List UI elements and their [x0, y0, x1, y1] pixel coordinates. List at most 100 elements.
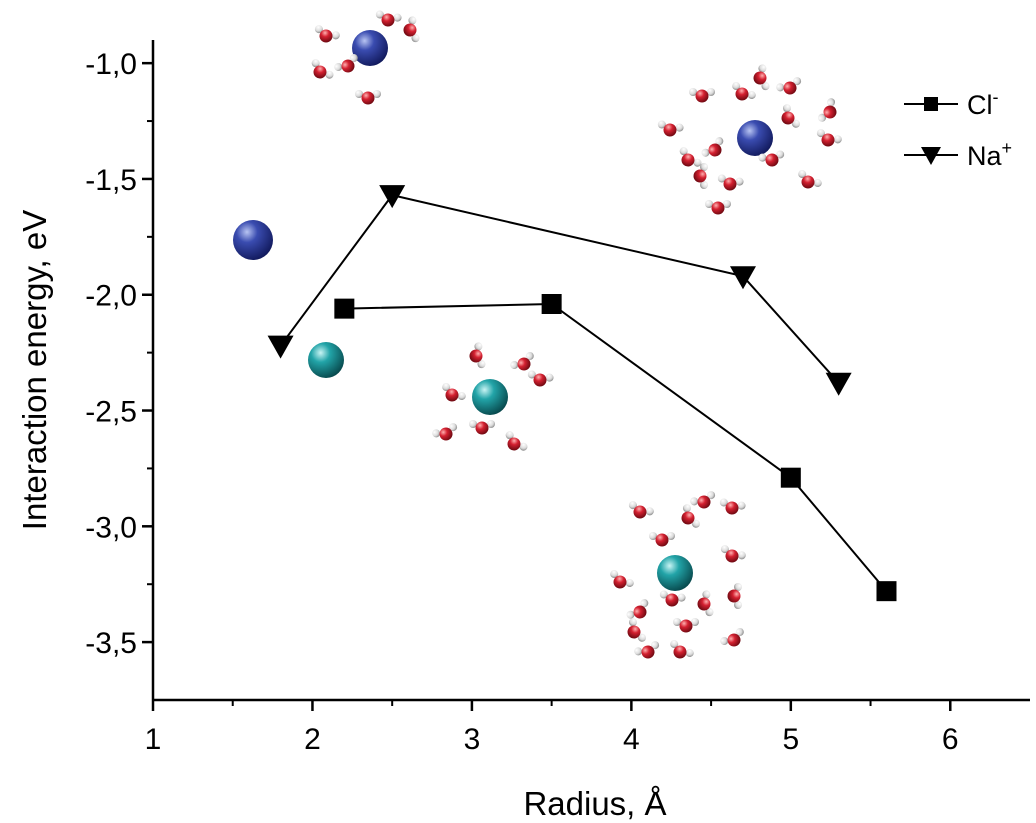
hydrogen-atom [723, 200, 731, 208]
hydrogen-atom [734, 583, 742, 591]
y-tick-label: -3,0 [85, 511, 137, 544]
hydrogen-atom [735, 628, 744, 637]
hydrogen-atom [758, 153, 767, 162]
hydrogen-atom [610, 570, 619, 579]
hydrogen-atom [701, 148, 710, 157]
water-molecule [334, 54, 358, 73]
oxygen-atom [633, 505, 647, 519]
water-molecule [432, 423, 458, 441]
hydrogen-atom [737, 501, 746, 510]
y-tick-label: -3,5 [85, 627, 137, 660]
hydrogen-atom [720, 637, 729, 646]
hydrogen-atom [715, 137, 724, 146]
hydrogen-atom [442, 383, 451, 392]
water-molecule [798, 170, 822, 189]
oxygen-atom [727, 589, 741, 603]
hydrogen-atom [813, 179, 822, 188]
water-molecule [717, 174, 744, 191]
hydrogen-atom [717, 174, 726, 183]
water-molecule [627, 618, 646, 642]
data-point-na [825, 372, 852, 396]
hydrogen-atom [705, 200, 713, 208]
oxygen-atom [823, 105, 837, 119]
oxygen-atom [627, 625, 641, 639]
oxygen-atom [735, 87, 749, 101]
oxygen-atom [725, 549, 739, 563]
oxygen-atom [469, 349, 483, 363]
water-molecule [705, 200, 731, 215]
hydrogen-atom [732, 82, 741, 91]
hydrogen-atom [673, 618, 681, 626]
bare-sodium-ion [233, 220, 273, 260]
oxygen-atom [381, 13, 395, 27]
water-molecule [732, 82, 756, 101]
water-molecule [649, 532, 675, 547]
water-molecule [818, 98, 837, 122]
oxygen-atom [725, 501, 739, 515]
hydrogen-atom [833, 135, 842, 144]
oxygen-atom [613, 575, 627, 589]
hydrogen-atom [477, 360, 486, 369]
water-molecule [720, 628, 744, 647]
water-molecule [626, 599, 649, 619]
data-point-na [729, 266, 756, 290]
legend-entry-na: Na+ [904, 138, 1012, 171]
data-point-cl [876, 581, 897, 602]
hydrogen-atom [667, 532, 675, 540]
hydrogen-atom [735, 177, 744, 186]
hydrogen-atom [651, 641, 660, 650]
hydrogen-atom [311, 59, 320, 68]
x-tick-label: 2 [304, 723, 321, 756]
water-molecule [673, 618, 699, 633]
hydrated-sodium-ion [352, 30, 388, 66]
oxygen-atom [783, 81, 797, 95]
water-molecule [753, 64, 770, 91]
hydrogen-atom [707, 491, 716, 500]
oxygen-atom [765, 153, 779, 167]
hydrogen-atom [798, 170, 807, 179]
hydrogen-atom [693, 158, 702, 167]
bare-chloride-ion [308, 342, 344, 378]
water-molecule [510, 352, 534, 371]
y-axis-title: Interaction energy, eV [16, 210, 53, 530]
oxygen-atom [507, 437, 521, 451]
hydrogen-atom [782, 104, 791, 113]
water-molecule [355, 90, 381, 105]
hydrogen-atom [408, 16, 417, 25]
water-molecule [311, 59, 334, 79]
hydrogen-atom [525, 352, 534, 361]
hydrogen-atom [719, 498, 728, 507]
hydrogen-atom [705, 608, 714, 617]
oxygen-atom [663, 123, 677, 137]
water-molecule [442, 383, 466, 402]
hydrogen-atom [449, 423, 458, 432]
water-molecule [701, 137, 724, 157]
water-molecule [719, 498, 746, 515]
hydrogen-atom [334, 63, 343, 72]
oxygen-atom [533, 373, 547, 387]
oxygen-atom [693, 169, 707, 183]
hydrogen-atom [659, 590, 668, 599]
data-point-na [379, 185, 406, 209]
x-tick-label: 5 [782, 723, 799, 756]
legend-label-na-sup: + [1002, 138, 1013, 158]
water-molecule [314, 25, 340, 43]
hydrogen-atom [818, 113, 827, 122]
series-layer [267, 185, 897, 602]
data-point-cl [541, 294, 562, 314]
x-axis-title: Radius, Å [523, 785, 666, 822]
legend-label-na-main: Na [967, 141, 1002, 171]
water-molecule [720, 545, 746, 563]
data-point-na [267, 335, 294, 359]
legend-triangle-marker [921, 147, 941, 165]
x-tick-label: 3 [464, 723, 481, 756]
water-molecule [689, 88, 715, 103]
hydrogen-atom [734, 601, 742, 609]
water-molecule [610, 570, 634, 589]
hydrogen-atom [474, 342, 483, 351]
oxygen-atom [633, 605, 647, 619]
y-tick-label: -2,5 [85, 396, 137, 429]
hydrogen-atom [432, 429, 441, 438]
hydrogen-atom [816, 129, 825, 138]
oxygen-atom [708, 143, 722, 157]
